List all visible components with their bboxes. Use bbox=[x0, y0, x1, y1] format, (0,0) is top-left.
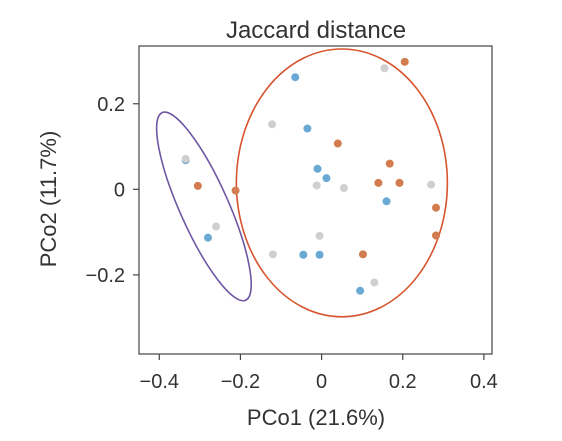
y-tick-label: 0 bbox=[114, 179, 125, 201]
x-tick-label: 0.4 bbox=[470, 371, 498, 393]
data-point-gray-8 bbox=[315, 231, 324, 240]
data-point-gray-9 bbox=[268, 250, 277, 259]
x-axis-label: PCo1 (21.6%) bbox=[247, 405, 385, 430]
data-point-gray-7 bbox=[212, 222, 221, 231]
group-ellipse-2 bbox=[235, 48, 449, 318]
data-point-orange-3 bbox=[385, 159, 394, 168]
data-point-orange-5 bbox=[395, 178, 404, 187]
y-tick-label: −0.2 bbox=[86, 265, 125, 287]
group-ellipse-1 bbox=[155, 111, 253, 302]
x-tick-label: −0.4 bbox=[140, 371, 179, 393]
data-point-gray-1 bbox=[380, 64, 389, 73]
data-point-orange-4 bbox=[374, 178, 383, 187]
data-point-orange-10 bbox=[231, 186, 240, 195]
data-point-orange-7 bbox=[432, 231, 441, 240]
ellipse-layer bbox=[155, 48, 449, 318]
data-point-blue-2 bbox=[303, 124, 312, 133]
data-point-blue-10 bbox=[356, 286, 365, 295]
data-point-blue-9 bbox=[382, 197, 391, 206]
data-point-orange-2 bbox=[333, 139, 342, 148]
y-axis-label: PCo2 (11.7%) bbox=[36, 131, 61, 268]
data-point-blue-1 bbox=[291, 73, 300, 82]
data-point-orange-8 bbox=[358, 250, 367, 259]
axis-layer: −0.4 −0.2 0 0.2 0.4 0.2 0 −0.2 bbox=[86, 94, 498, 393]
data-point-gray-2 bbox=[268, 120, 277, 129]
plot-frame bbox=[138, 45, 493, 355]
data-point-gray-3 bbox=[312, 181, 321, 190]
data-point-gray-5 bbox=[427, 180, 436, 189]
x-tick-label: 0 bbox=[316, 371, 327, 393]
data-point-gray-4 bbox=[339, 184, 348, 193]
data-point-orange-1 bbox=[400, 57, 409, 66]
point-layer bbox=[181, 57, 441, 295]
data-point-orange-6 bbox=[432, 203, 441, 212]
data-point-blue-3 bbox=[313, 164, 322, 173]
y-tick-label: 0.2 bbox=[97, 94, 125, 116]
data-point-blue-4 bbox=[322, 174, 331, 183]
x-tick-label: −0.2 bbox=[221, 371, 260, 393]
chart-title: Jaccard distance bbox=[226, 17, 406, 44]
data-point-blue-8 bbox=[315, 250, 324, 259]
data-point-gray-10 bbox=[370, 278, 379, 287]
x-tick-label: 0.2 bbox=[389, 371, 417, 393]
data-point-orange-9 bbox=[193, 181, 202, 190]
data-point-blue-6 bbox=[203, 233, 212, 242]
data-point-gray-6 bbox=[181, 154, 190, 163]
data-point-blue-7 bbox=[299, 250, 308, 259]
